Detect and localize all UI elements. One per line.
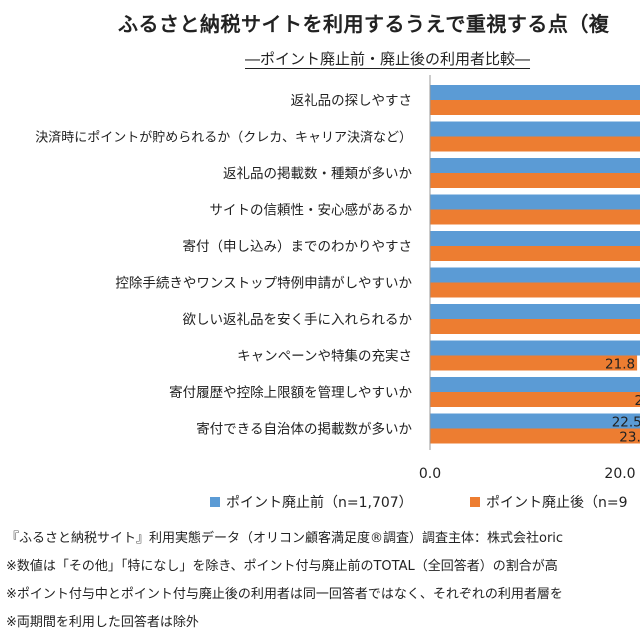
legend-label-after: ポイント廃止後（n=9: [486, 495, 628, 511]
legend-item-before: ポイント廃止前（n=1,707）: [210, 492, 413, 512]
footnote-1: ※数値は「その他」「特になし」を除き、ポイント付与廃止前のTOTAL（全回答者）…: [6, 559, 558, 574]
bar-after: [430, 428, 640, 444]
bar-after: [430, 209, 640, 225]
category-label: 返礼品の探しやすさ: [291, 93, 412, 109]
footnote-2: ※ポイント付与中とポイント付与廃止後の利用者は同一回答者ではなく、それぞれの利用…: [6, 587, 563, 602]
bar-before: [430, 158, 640, 173]
category-label: サイトの信頼性・安心感があるか: [210, 202, 413, 219]
footnote-3: ※両期間を利用した回答者は除外: [6, 615, 199, 630]
bar-after: [430, 282, 640, 298]
category-label: 決済時にポイントが貯められるか（クレカ、キャリア決済など）: [35, 130, 412, 146]
x-tick-label: 0.0: [419, 466, 441, 482]
bar-before: [430, 304, 640, 319]
data-label: 23.3: [619, 430, 640, 446]
bar-before: [430, 121, 640, 137]
bar-after: [430, 355, 638, 371]
bar-after: [430, 100, 640, 115]
legend-swatch-after: [470, 497, 480, 507]
x-tick-label: 20.0: [604, 466, 635, 482]
category-label: 欲しい返礼品を安く手に入れられるか: [183, 312, 413, 328]
bar-after: [430, 319, 640, 334]
data-label: 21.8: [605, 357, 635, 373]
bar-before: [430, 413, 640, 429]
category-label: 控除手続きやワンストップ特例申請がしやすいか: [115, 276, 412, 292]
footnote-source: 『ふるさと納税サイト』利用実態データ（オリコン顧客満足度®調査）調査主体：株式会…: [6, 531, 564, 546]
data-label: 24.9: [634, 393, 640, 409]
legend: ポイント廃止前（n=1,707） ポイント廃止後（n=9: [0, 492, 640, 516]
legend-swatch-before: [210, 497, 220, 507]
bar-before: [430, 267, 640, 283]
bar-after: [430, 173, 640, 188]
bar-after: [430, 392, 640, 407]
category-label: 寄付（申し込み）までのわかりやすさ: [183, 238, 413, 255]
chart-subtitle: ―ポイント廃止前・廃止後の利用者比較―: [245, 50, 531, 68]
category-label: 返礼品の掲載数・種類が多いか: [223, 165, 412, 182]
category-label: キャンペーンや特集の充実さ: [237, 349, 412, 365]
chart-title: ふるさと納税サイトを利用するうえで重視する点（複: [118, 12, 610, 36]
bar-after: [430, 246, 640, 261]
bar-before: [430, 377, 640, 392]
bar-before: [430, 85, 640, 100]
bar-before: [430, 194, 640, 210]
legend-label-before: ポイント廃止前（n=1,707）: [226, 495, 413, 511]
legend-item-after: ポイント廃止後（n=9: [470, 492, 628, 512]
category-label: 寄付できる自治体の掲載数が多いか: [196, 421, 412, 438]
bar-after: [430, 136, 640, 152]
category-label: 寄付履歴や控除上限額を管理しやすいか: [169, 384, 412, 401]
bar-before: [430, 231, 640, 246]
bar-chart: 返礼品の探しやすさ決済時にポイントが貯められるか（クレカ、キャリア決済など）54…: [35, 75, 640, 482]
bar-before: [430, 340, 640, 356]
data-label: 22.5: [612, 415, 640, 431]
